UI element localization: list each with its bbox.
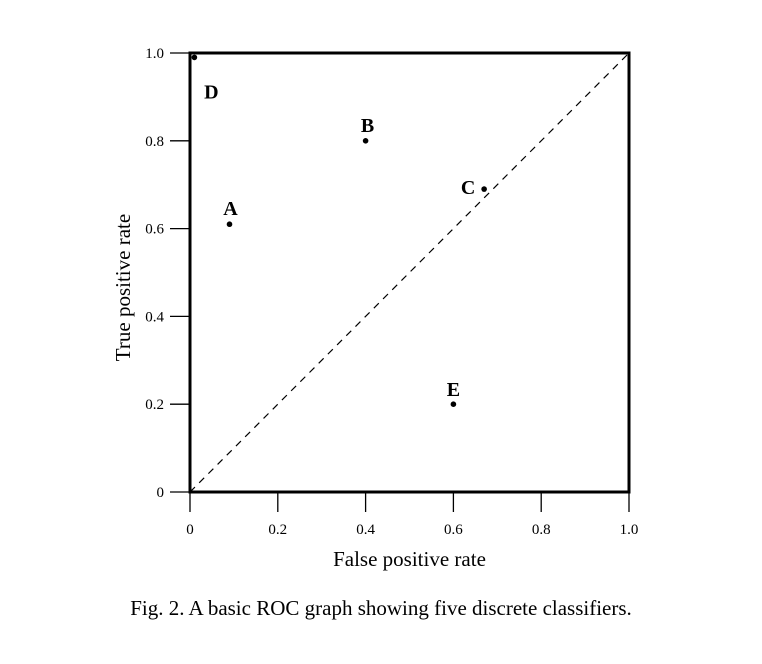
data-point-d: [191, 54, 198, 61]
x-tick-label: 0.6: [444, 522, 463, 538]
x-tick-label: 0.2: [268, 522, 287, 538]
y-tick-label: 1.0: [145, 46, 164, 62]
y-tick-label: 0.6: [145, 222, 164, 238]
point-label-e: E: [447, 379, 460, 401]
x-tick-label: 0.4: [356, 522, 375, 538]
data-point-e: [450, 401, 457, 408]
figure-caption: Fig. 2. A basic ROC graph showing five d…: [130, 596, 632, 620]
titles-layer: False positive rate True positive rate: [111, 214, 486, 571]
point-label-a: A: [223, 198, 238, 220]
x-tick-label: 0: [186, 522, 194, 538]
y-tick-label: 0.2: [145, 397, 164, 413]
x-axis-title: False positive rate: [333, 547, 486, 571]
point-label-d: D: [204, 81, 218, 103]
ticks-layer: 0 0.2 0.4 0.6 0.8 1.0 0 0.2 0.4 0.6 0.8 1.0: [145, 46, 638, 538]
point-label-b: B: [361, 115, 374, 137]
point-label-c: C: [461, 177, 475, 199]
x-tick-label: 0.8: [532, 522, 551, 538]
axes-layer: [188, 51, 631, 494]
y-axis-title: True positive rate: [111, 214, 135, 361]
x-tick-label: 1.0: [620, 522, 639, 538]
diagonal-layer: [189, 52, 630, 493]
points-layer: A B C D E: [191, 54, 487, 408]
y-tick-label: 0.4: [145, 309, 164, 325]
diagonal-reference-line: [189, 52, 630, 493]
data-point-a: [226, 221, 233, 228]
y-tick-label: 0.8: [145, 134, 164, 150]
data-point-c: [481, 186, 487, 192]
data-point-b: [362, 138, 369, 144]
plot-frame: [188, 51, 631, 494]
y-tick-label: 0: [157, 485, 165, 501]
